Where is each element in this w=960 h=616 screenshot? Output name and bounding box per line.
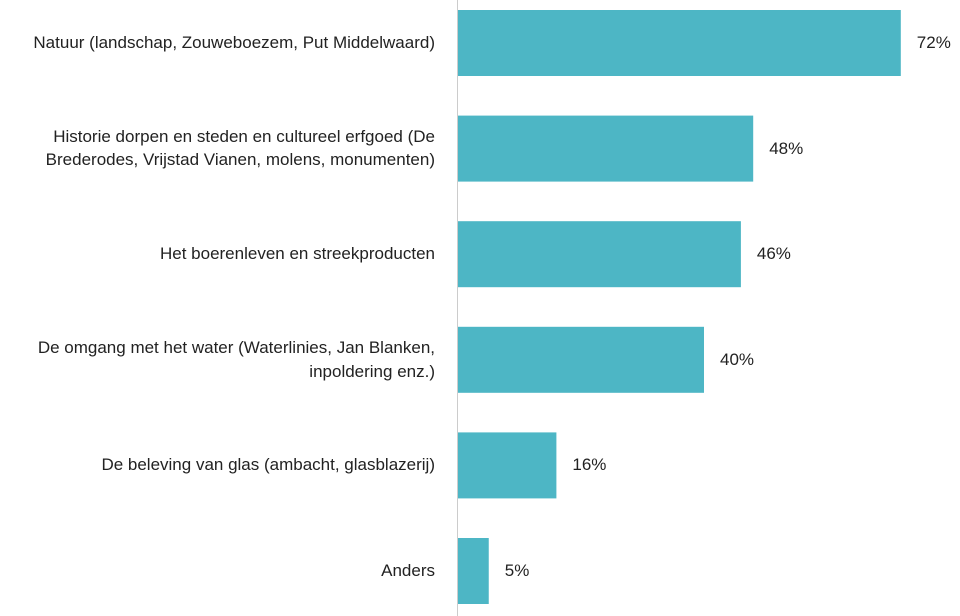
- bar: [458, 10, 901, 76]
- category-label: Natuur (landschap, Zouweboezem, Put Midd…: [33, 33, 435, 53]
- category-label: Historie dorpen en steden en cultureel e…: [45, 126, 435, 170]
- value-label: 5%: [504, 561, 530, 580]
- bar: [458, 326, 704, 393]
- category-label: Anders: [381, 561, 435, 581]
- value-label: 48%: [769, 138, 804, 158]
- bar: [458, 538, 489, 604]
- value-label: 40%: [720, 349, 755, 369]
- category-label: De beleving van glas (ambacht, glasblaze…: [101, 455, 435, 475]
- value-label: 72%: [916, 33, 951, 52]
- category-label: De omgang met het water (Waterlinies, Ja…: [37, 338, 435, 381]
- category-label: Het boerenleven en streekproducten: [159, 244, 435, 264]
- value-label: 46%: [756, 244, 791, 264]
- bar: [458, 221, 741, 288]
- bar: [458, 115, 754, 182]
- value-label: 16%: [572, 455, 607, 475]
- bar: [458, 432, 557, 499]
